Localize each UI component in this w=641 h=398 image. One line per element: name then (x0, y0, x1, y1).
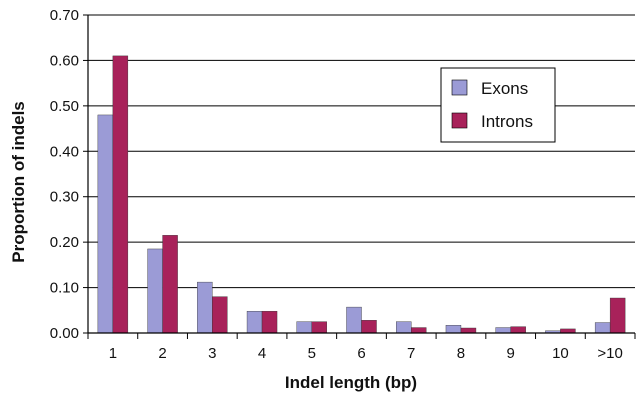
legend-swatch-exons (451, 79, 468, 96)
y-tick-label: 0.00 (50, 325, 79, 342)
bar-exons-2 (147, 248, 163, 334)
bars (97, 55, 626, 334)
y-tick-label: 0.60 (50, 52, 79, 69)
x-tick-labels: 1 2 3 4 5 6 7 8 9 10 >10 (109, 345, 623, 362)
bar-exons-8 (445, 325, 462, 334)
x-tick-label: 4 (258, 345, 266, 362)
x-tick-label: 10 (552, 345, 569, 362)
bar-exons-6 (346, 306, 362, 334)
bar-introns-1 (112, 55, 129, 334)
x-tick-label: 5 (308, 345, 316, 362)
x-axis-title: Indel length (bp) (285, 373, 417, 392)
axes (87, 15, 635, 334)
x-tick-label: 1 (109, 345, 117, 362)
bar-exons-5 (296, 321, 312, 334)
legend-label-introns: Introns (481, 112, 533, 131)
y-tick-label: 0.30 (50, 189, 79, 206)
legend-swatch-introns (451, 112, 468, 129)
y-tick-label: 0.70 (50, 7, 79, 24)
bar-introns-4 (261, 310, 278, 334)
x-tick-label: 7 (407, 345, 415, 362)
x-tick-label: >10 (597, 345, 622, 362)
bar-introns-7 (411, 327, 427, 334)
legend-label-exons: Exons (481, 79, 528, 98)
legend-box (440, 67, 556, 143)
y-tick-labels: 0.00 0.10 0.20 0.30 0.40 0.50 0.60 0.70 (50, 7, 79, 342)
bar-exons-7 (396, 321, 412, 334)
x-tick-label: 8 (457, 345, 465, 362)
x-tick-label: 3 (208, 345, 216, 362)
y-tick-label: 0.20 (50, 234, 79, 251)
y-tick-label: 0.40 (50, 143, 79, 160)
x-tick-label: 2 (158, 345, 166, 362)
bar-introns-gt10 (609, 297, 626, 334)
x-tick-label: 6 (357, 345, 365, 362)
bar-introns-9 (510, 326, 526, 334)
bar-introns-5 (311, 321, 327, 334)
y-tick-label: 0.50 (50, 98, 79, 115)
bar-exons-1 (97, 114, 114, 334)
bar-exons-gt10 (594, 322, 611, 334)
bar-introns-2 (162, 235, 178, 334)
bar-introns-3 (212, 296, 228, 334)
legend: Exons Introns (440, 67, 556, 143)
bar-exons-3 (197, 281, 213, 334)
bar-exons-9 (495, 327, 511, 334)
y-tick-label: 0.10 (50, 280, 79, 297)
bar-introns-10 (560, 328, 576, 334)
y-axis-title: Proportion of indels (9, 101, 28, 263)
bar-exons-4 (246, 310, 263, 334)
bar-introns-6 (361, 320, 377, 334)
x-tick-label: 9 (507, 345, 515, 362)
bar-introns-8 (460, 327, 477, 334)
